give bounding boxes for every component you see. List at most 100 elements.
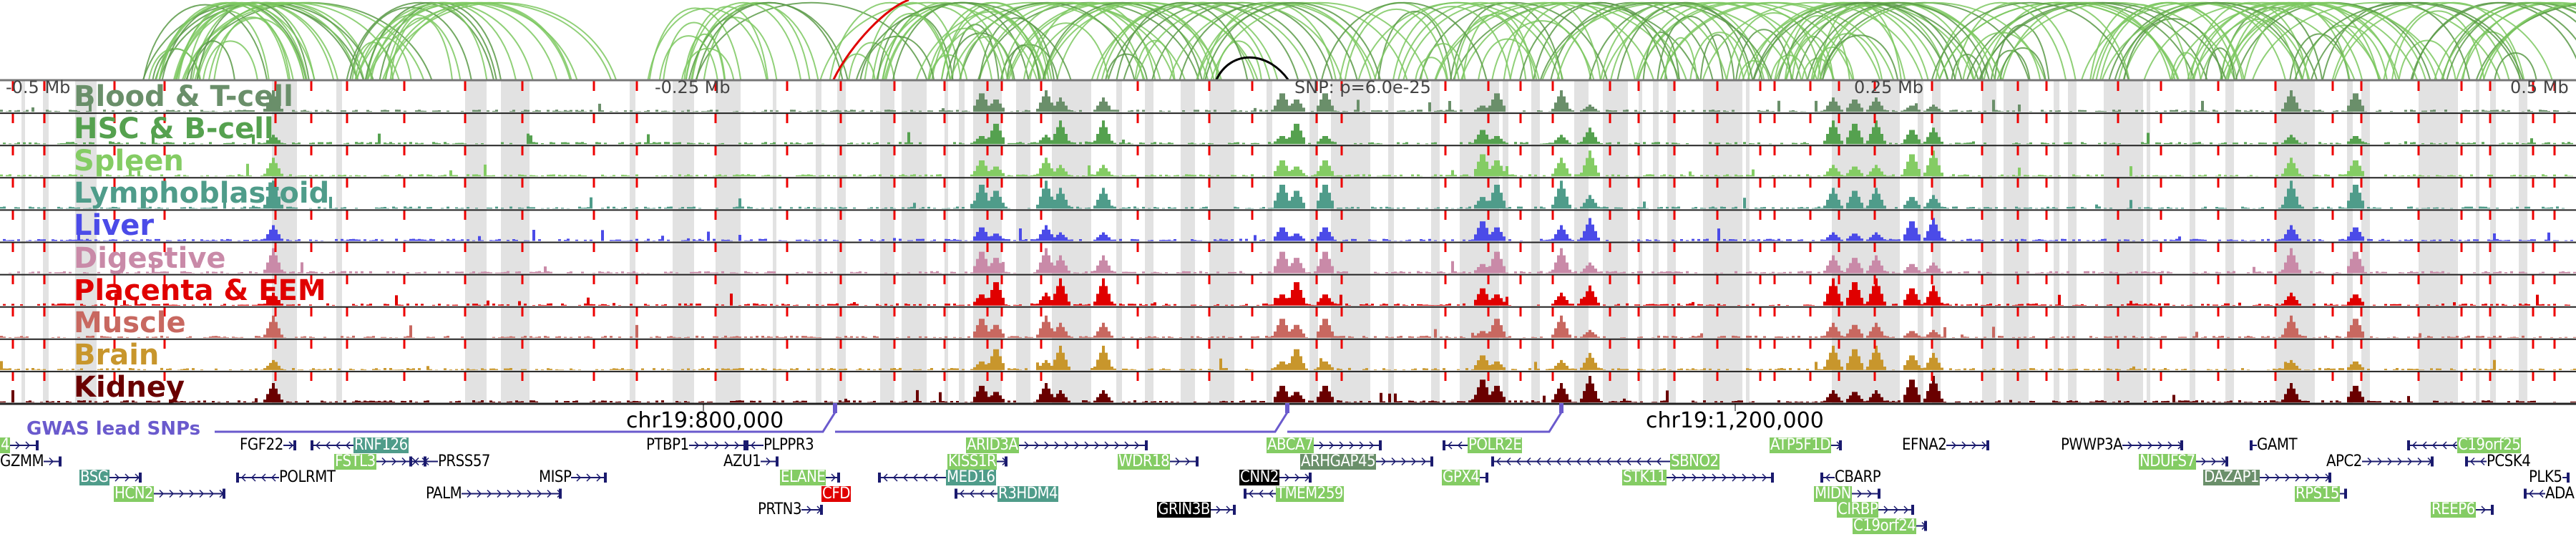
- exon: [59, 456, 62, 467]
- signal-peaks: [3, 120, 2573, 145]
- track-label: Lymphoblastoid: [74, 177, 330, 211]
- gene-label[interactable]: ADA: [2545, 484, 2575, 503]
- interaction-arc: [1478, 38, 1538, 80]
- gene-label[interactable]: CFD: [821, 484, 851, 503]
- gene-label[interactable]: ELANE: [780, 468, 826, 486]
- strand-arrow-icon: [1175, 457, 1181, 466]
- strand-arrow-icon: [2137, 441, 2143, 450]
- strand-arrow-icon: [2285, 473, 2290, 482]
- exon: [2180, 440, 2183, 450]
- track-label: Digestive: [74, 241, 226, 275]
- gene-label[interactable]: C19orf25: [2457, 436, 2522, 454]
- strand-arrow-icon: [912, 473, 918, 482]
- gene-label[interactable]: MISP: [539, 468, 572, 486]
- strand-arrow-icon: [1496, 457, 1501, 466]
- strand-arrow-icon: [1576, 457, 1581, 466]
- gene-label[interactable]: ARHGAP45: [1300, 452, 1377, 470]
- exon: [409, 456, 412, 467]
- gene-label[interactable]: ARID3A: [966, 436, 1019, 454]
- interaction-arc: [1660, 1, 1880, 80]
- gene-label[interactable]: AZU1: [723, 452, 761, 470]
- gene-label[interactable]: EFNA2: [1902, 436, 1947, 454]
- gene-label[interactable]: GZMM: [0, 452, 44, 470]
- gene-label[interactable]: PALM: [426, 484, 462, 503]
- interaction-arc: [1402, 1, 1595, 80]
- gene-label[interactable]: KISS1R: [947, 452, 997, 470]
- strand-arrow-icon: [1268, 489, 1274, 498]
- gene-label[interactable]: MED16: [946, 468, 996, 486]
- gene-label[interactable]: RNF126: [353, 436, 409, 454]
- interaction-arc: [927, 27, 1004, 80]
- gene-label[interactable]: PTBP1: [646, 436, 689, 454]
- gene-label[interactable]: PRSS57: [438, 452, 491, 470]
- gene-label[interactable]: RPS15: [2295, 484, 2340, 503]
- exon: [820, 505, 823, 515]
- gene-label[interactable]: BSG: [79, 468, 109, 486]
- strand-arrow-icon: [391, 457, 397, 466]
- strand-arrow-icon: [2275, 473, 2280, 482]
- exon: [36, 440, 39, 450]
- strand-arrow-icon: [1104, 441, 1110, 450]
- gene-label[interactable]: FSTL3: [334, 452, 376, 470]
- gene-label[interactable]: GAMT: [2257, 436, 2298, 454]
- strand-arrow-icon: [2377, 457, 2383, 466]
- strand-arrow-icon: [969, 489, 975, 498]
- interaction-arc: [1519, 1, 1679, 80]
- strand-arrow-icon: [1185, 457, 1191, 466]
- gene-label[interactable]: CNN2: [1239, 468, 1280, 486]
- interaction-arc: [931, 1, 1053, 80]
- gene-label[interactable]: POLR2E: [1468, 436, 1523, 454]
- gene-label[interactable]: 4: [0, 436, 11, 454]
- gene-label[interactable]: DAZAP1: [2203, 468, 2260, 486]
- gene-label[interactable]: TMEM259: [1276, 484, 1345, 503]
- gene-label[interactable]: HCN2: [114, 484, 155, 503]
- gene-label[interactable]: PCSK4: [2487, 452, 2531, 470]
- gene-label[interactable]: CBARP: [1835, 468, 1881, 486]
- strand-arrow-icon: [1054, 441, 1060, 450]
- exon: [1145, 440, 1148, 450]
- strand-arrow-icon: [2305, 473, 2311, 482]
- strand-arrow-icon: [1369, 441, 1375, 450]
- interaction-arc: [2462, 31, 2521, 80]
- gene-label[interactable]: CIRBP: [1837, 500, 1879, 518]
- gene-label[interactable]: MIDN: [1814, 484, 1852, 503]
- gene-label[interactable]: PWWP3A: [2061, 436, 2123, 454]
- interaction-arc: [1105, 53, 1148, 80]
- gene-label[interactable]: NDUFS7: [2139, 452, 2196, 470]
- gene-label[interactable]: R3HDM4: [997, 484, 1059, 503]
- exon: [2344, 488, 2347, 499]
- exon: [293, 440, 296, 450]
- interaction-arc: [1983, 1, 2130, 80]
- gene-label[interactable]: APC2: [2326, 452, 2362, 470]
- gene-label[interactable]: STK11: [1622, 468, 1667, 486]
- gene-label[interactable]: SBNO2: [1670, 452, 1719, 470]
- exon: [2407, 440, 2410, 450]
- gene-label[interactable]: WDR18: [1118, 452, 1171, 470]
- strand-arrow-icon: [288, 441, 294, 450]
- track-label: Muscle: [74, 306, 186, 339]
- interaction-arc: [1689, 32, 1750, 80]
- gene-label[interactable]: PRTN3: [758, 500, 802, 518]
- gene-label[interactable]: REEP6: [2431, 500, 2476, 518]
- exon: [1986, 440, 1989, 450]
- signal-peaks: [9, 248, 2576, 274]
- gene-label[interactable]: PLK5: [2529, 468, 2562, 486]
- strand-arrow-icon: [2441, 441, 2447, 450]
- strand-arrow-icon: [1536, 457, 1541, 466]
- gene-models: [10, 440, 2570, 531]
- strand-arrow-icon: [1216, 505, 1221, 514]
- interaction-arcs: [142, 0, 2576, 80]
- gene-label[interactable]: POLRMT: [279, 468, 336, 486]
- gene-label[interactable]: C19orf24: [1853, 516, 1917, 535]
- gene-label[interactable]: PLPPR3: [763, 436, 814, 454]
- gene-label[interactable]: ABCA7: [1267, 436, 1314, 454]
- gene-label[interactable]: FGF22: [240, 436, 283, 454]
- strand-arrow-icon: [1421, 457, 1427, 466]
- interaction-arc: [1807, 1, 1990, 80]
- gene-label[interactable]: ATP5F1D: [1770, 436, 1832, 454]
- strand-arrow-icon: [2211, 457, 2217, 466]
- gene-label[interactable]: GRIN3B: [1157, 500, 1211, 518]
- gene-label[interactable]: GPX4: [1442, 468, 1480, 486]
- strand-arrow-icon: [1596, 457, 1601, 466]
